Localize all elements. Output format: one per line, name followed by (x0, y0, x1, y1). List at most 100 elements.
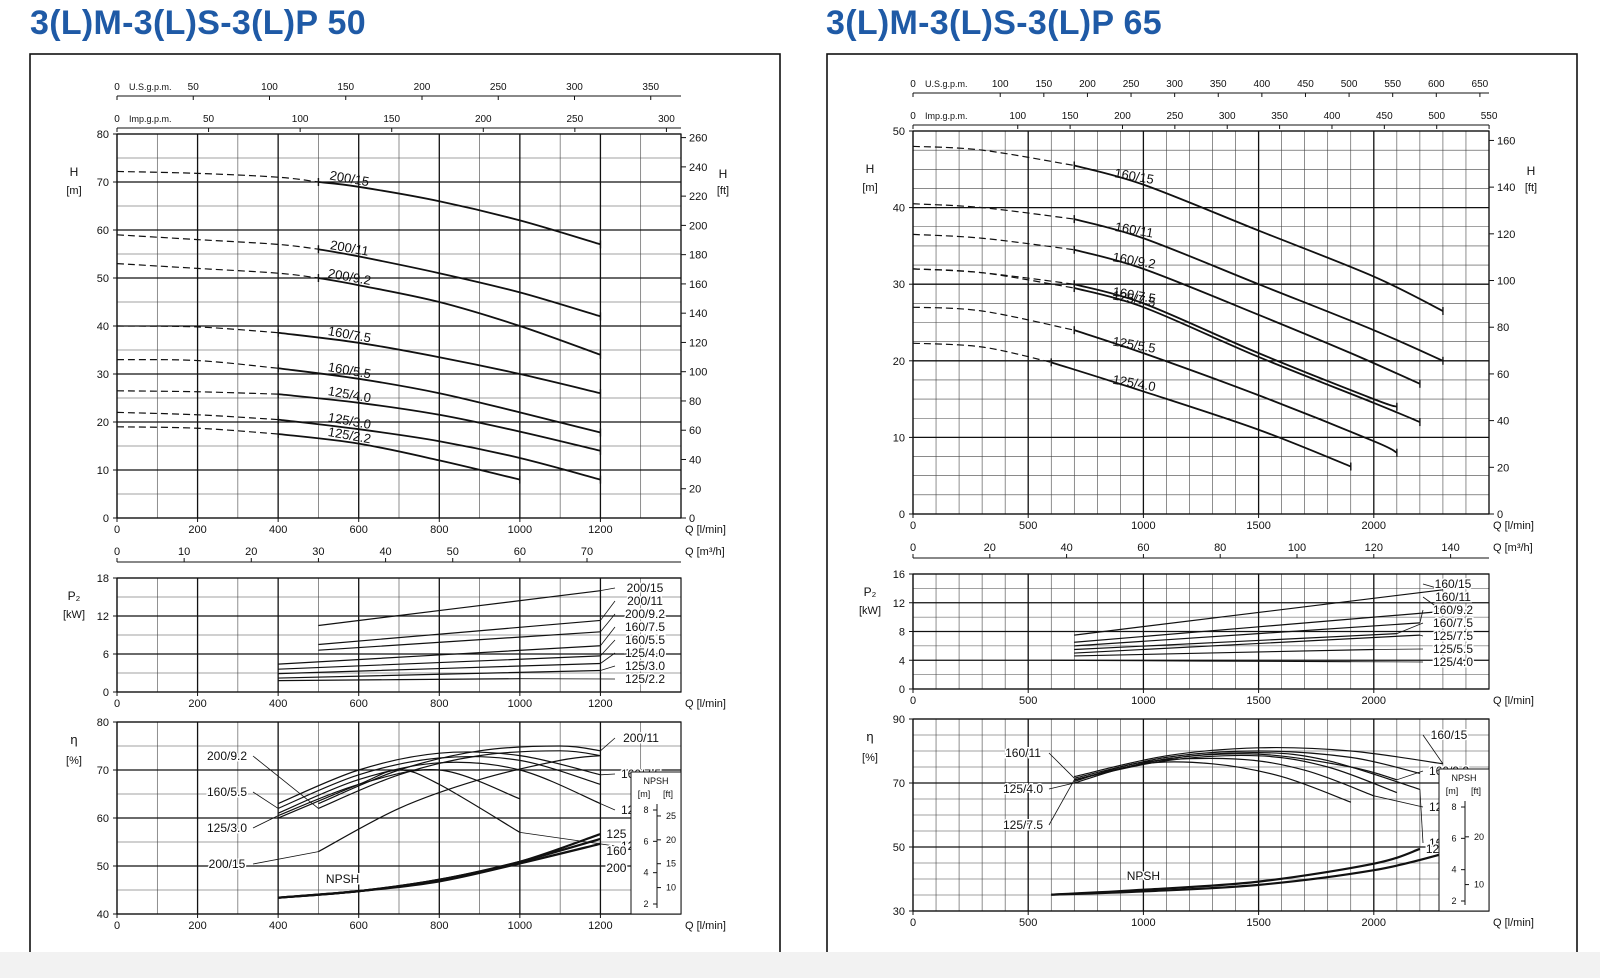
p50-head-curve-125-3-0-dashed (116, 411, 279, 421)
p50-npsh-label-125: 125 (606, 827, 626, 841)
p50-eff-label-200-9-2: 200/9.2 (207, 749, 247, 763)
p50-head-curve-125-3-0 (278, 418, 601, 481)
p65-m3h-tick-label: 0 (910, 542, 916, 554)
p50-eff-label-200-11: 200/11 (623, 731, 659, 745)
p65-power-label-160-15: 160/15 (1435, 577, 1472, 591)
p65-usgpm-axis-tick-label: 500 (1341, 79, 1358, 90)
p65-eff-y-tick-label: 30 (893, 906, 905, 918)
p50-power-q-tick-label: 200 (188, 698, 206, 710)
p50-m3h-tick-label: 50 (447, 546, 459, 558)
p65-power-curve-160-11 (1074, 610, 1443, 643)
p50-ft-tick-label: 60 (689, 425, 701, 437)
p65-eff-panel: 0 500 1000 1500 2000 Q [l/min] 30 50 70 90 η [%] 160… (862, 714, 1534, 929)
p50-head-curve-160-7-5-dashed (116, 325, 279, 334)
p50-ft-tick-label: 140 (689, 308, 707, 320)
p65-head-curve-160-15-dashed (912, 145, 1075, 167)
p50-head-label-125-4-0: 125/4.0 (327, 383, 372, 405)
p50-eff-y-tick-label: 50 (97, 861, 109, 873)
p65-head-label-125-7-5: 125/7.5 (1112, 288, 1157, 310)
p65-eff-q-tick-label: 1000 (1131, 917, 1155, 929)
p50-power-leader-160-5-5 (600, 639, 616, 657)
p65-eff-q-axis-label: Q [l/min] (1493, 917, 1534, 929)
p65-eff-leader-125-7-5 (1048, 779, 1075, 826)
p65-head-q-axis-label: Q [l/min] (1493, 520, 1534, 532)
p65-head-label-125-4-0: 125/4.0 (1112, 372, 1157, 394)
p65-usgpm-axis-tick-label: 0 (910, 79, 916, 90)
p50-power-label-125-2-2: 125/2.2 (625, 672, 665, 686)
p65-power-leader-160-7-5 (1396, 622, 1424, 635)
p50-head-curve-160-5-5-dashed (116, 358, 279, 369)
p50-head-label-125-2-2: 125/2.2 (327, 424, 372, 446)
p65-power-q-tick-label: 500 (1019, 695, 1037, 707)
p65-eff-leader-160-11 (1048, 752, 1075, 779)
p65-head-label-160-9-2: 160/9.2 (1112, 249, 1157, 271)
p65-power-curve-160-7-5 (1074, 633, 1397, 651)
p65-eff-y-tick-label: 70 (893, 778, 905, 790)
p50-npsh-scale-box (630, 771, 682, 915)
p50-ft-tick-label: 200 (689, 220, 707, 232)
p65-m3h-tick-label: 60 (1137, 542, 1149, 554)
p65-power-q-tick-label: 1500 (1246, 695, 1270, 707)
p50-usgpm-axis-tick-label: 150 (337, 82, 354, 93)
p50-eff-q-tick-label: 600 (350, 920, 368, 932)
p50-usgpm-axis-tick-label: 350 (642, 82, 659, 93)
p65-power-curve-125-4-0 (1051, 659, 1351, 663)
p50-m3h-tick-label: 30 (312, 546, 324, 558)
p65-eff-q-tick-label: 1500 (1246, 917, 1270, 929)
p50-head-y-tick-label: 30 (97, 369, 109, 381)
p50-power-y-tick-label: 12 (97, 611, 109, 623)
p65-usgpm-axis-tick-label: 550 (1384, 79, 1401, 90)
p50-m3h-tick-label: 0 (114, 546, 120, 558)
p50-npsh-label-200: 200 (606, 861, 626, 875)
p65-head-label-160-11: 160/11 (1114, 219, 1155, 241)
p65-npsh-m-tick-label: 4 (1451, 865, 1456, 875)
p50-eff-curve-160-7-5 (277, 751, 601, 805)
p65-power-label-160-7-5: 160/7.5 (1433, 616, 1473, 630)
p50-eff-y-tick-label: 70 (97, 765, 109, 777)
p65-impgpm-axis-tick-label: 200 (1114, 111, 1131, 122)
p65-impgpm-axis-tick-label: 500 (1428, 111, 1445, 122)
frame-p50 (29, 53, 781, 960)
chart-title-p50: 3(L)M-3(L)S-3(L)P 50 (30, 4, 366, 42)
p50-eff-ylabel: η (70, 732, 77, 747)
p65-impgpm-axis-tick-label: 0 (910, 111, 916, 122)
p50-head-label-200-11: 200/11 (329, 237, 370, 259)
p65-eff-label-125-7-5: 125/7.5 (1003, 818, 1043, 832)
p50-eff-leader-160-5-5 (252, 791, 279, 809)
p50-ft-tick-label: 220 (689, 191, 707, 203)
p65-ft-tick-label: 120 (1497, 229, 1515, 241)
p50-usgpm-axis-tick-label: 100 (261, 82, 278, 93)
p50-eff-q-tick-label: 1200 (588, 920, 612, 932)
frame-p65 (826, 53, 1578, 960)
p50-power-leader-200-15 (600, 587, 616, 592)
p65-head-curve-160-11-dashed (912, 203, 1075, 220)
p50-npsh-ft-tick-label: 20 (666, 835, 676, 845)
p50-head-curve-200-11 (318, 248, 601, 318)
p50-m3h-tick-label: 40 (379, 546, 391, 558)
p50-power-label-200-15: 200/15 (627, 581, 664, 595)
p50-head-label-125-3-0: 125/3.0 (327, 410, 372, 432)
p65-head-curve-125-5-5-dashed (912, 306, 1075, 331)
p50-npsh-m-tick-label: 2 (643, 899, 648, 909)
p65-head-q-tick-label: 500 (1019, 520, 1037, 532)
p65-eff-leader-125-4-0 (1048, 782, 1075, 790)
p65-usgpm-axis-tick-label: 350 (1210, 79, 1227, 90)
p50-power-label-125-3-0: 125/3.0 (625, 659, 665, 673)
p65-power-q-tick-label: 0 (910, 695, 916, 707)
p50-npsh-m-tick-label: 4 (643, 868, 648, 878)
p50-power-y-tick-label: 0 (103, 687, 109, 699)
p50-ft-tick-label: 40 (689, 454, 701, 466)
p50-m3h-axis: 0 10 20 30 40 50 60 70 Q [m³/h] (114, 546, 725, 563)
p50-power-curve-125-4-0 (278, 662, 601, 675)
chart-p65: 0 U.S.g.p.m. 100 150 200 250 300 350 400 450 500 55… (859, 79, 1537, 929)
p50-m3h-tick-label: 70 (581, 546, 593, 558)
p65-usgpm-axis-tick-label: 150 (1035, 79, 1052, 90)
p65-power-yunit: [kW] (859, 605, 881, 617)
p65-head-ft-label: H (1527, 164, 1536, 178)
p65-head-curve-160-7-5 (1074, 283, 1398, 408)
p65-power-q-axis-label: Q [l/min] (1493, 695, 1534, 707)
p50-eff-y-tick-label: 80 (97, 717, 109, 729)
p65-eff-leader-125-5-5 (1373, 795, 1424, 808)
p50-head-label-160-5-5: 160/5.5 (327, 359, 372, 381)
